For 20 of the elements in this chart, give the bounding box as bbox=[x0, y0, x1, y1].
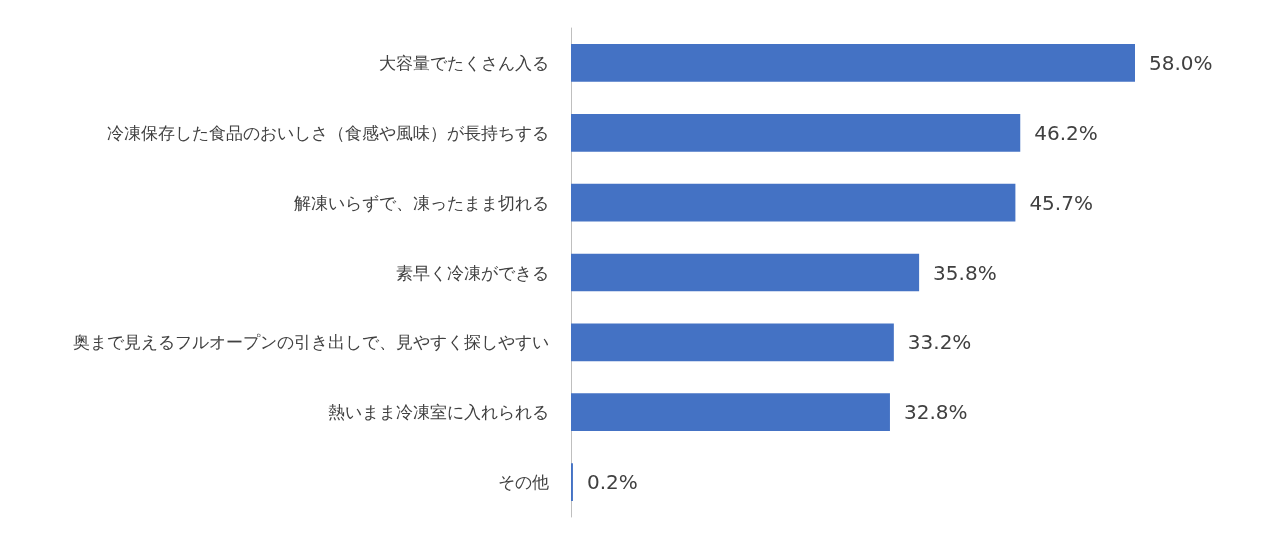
data-label: 45.7% bbox=[1029, 190, 1093, 215]
bar bbox=[571, 44, 1135, 82]
data-label: 46.2% bbox=[1034, 120, 1098, 145]
data-label: 0.2% bbox=[586, 470, 638, 495]
bar bbox=[571, 113, 1021, 152]
y-tick-label: その他 bbox=[498, 472, 549, 493]
data-label: 32.8% bbox=[903, 400, 968, 425]
data-label: 58.0% bbox=[1149, 50, 1213, 75]
y-tick-label: 熱いまま冷凍室に入れられる bbox=[328, 402, 549, 423]
data-label: 33.2% bbox=[907, 330, 972, 355]
y-tick-label: 大容量でたくさん入る bbox=[379, 52, 549, 73]
bar bbox=[571, 253, 920, 292]
y-tick-label: 冷凍保存した食品のおいしさ（食感や風味）が長持ちする bbox=[107, 122, 549, 143]
bar bbox=[571, 183, 1016, 222]
y-tick-label: 奥まで見えるフルオープンの引き出しで、見やすく探しやすい bbox=[73, 332, 549, 353]
y-tick-label: 素早く冷凍ができる bbox=[396, 262, 549, 283]
bar bbox=[571, 393, 890, 432]
y-tick-label: 解凍いらずで、凍ったまま切れる bbox=[294, 192, 549, 213]
data-label: 35.8% bbox=[933, 260, 997, 285]
bar bbox=[571, 323, 894, 362]
